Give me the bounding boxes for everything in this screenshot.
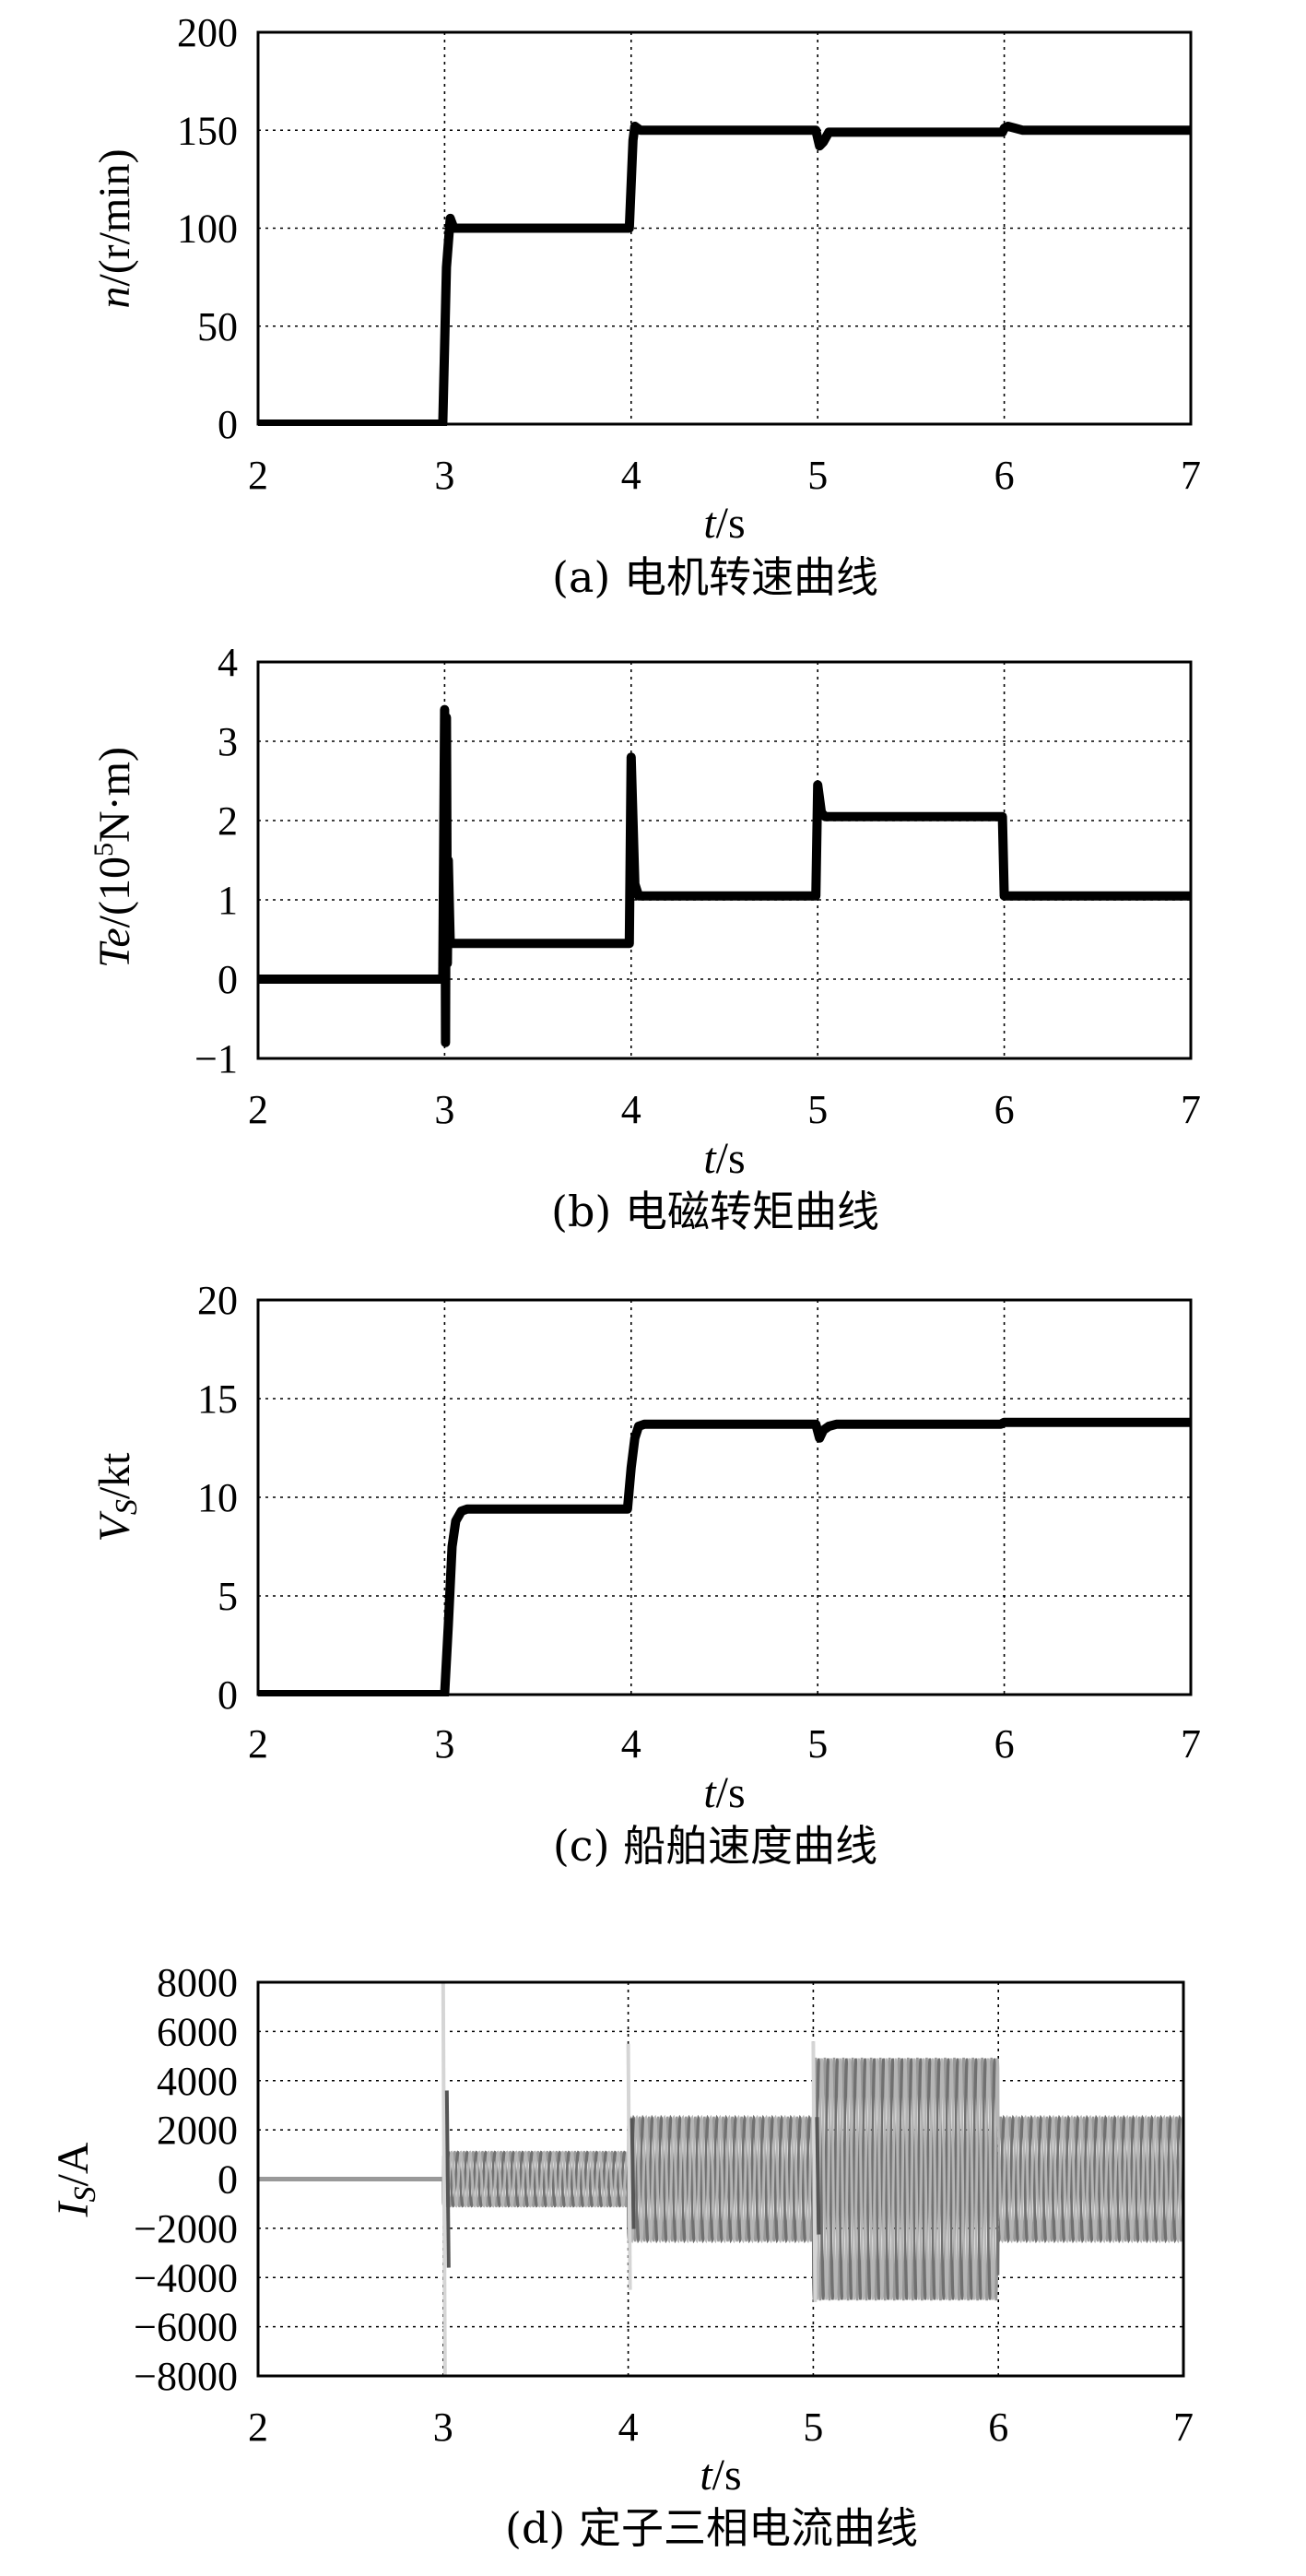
plot-area [258, 1417, 1191, 1696]
y-tick-label: 4000 [157, 2059, 238, 2104]
chart-caption: (b) 电磁转矩曲线 [551, 1187, 879, 1236]
x-tick-label: 3 [434, 1087, 454, 1132]
y-tick-label: −1 [194, 1036, 238, 1081]
x-tick-label: 5 [807, 453, 828, 498]
series-line [258, 122, 1191, 426]
x-tick-label: 7 [1173, 2405, 1194, 2450]
y-tick-label: 6000 [157, 2009, 238, 2054]
x-tick-label: 2 [248, 2405, 268, 2450]
y-tick-label: −8000 [134, 2354, 238, 2399]
plot-area [258, 122, 1191, 426]
y-axis-label: IS/A [49, 2142, 102, 2217]
y-tick-label: 0 [218, 1672, 238, 1718]
x-tick-label: 6 [994, 1087, 1015, 1132]
y-tick-label: 5 [218, 1574, 238, 1619]
x-tick-label: 5 [807, 1721, 828, 1767]
y-tick-label: −2000 [134, 2206, 238, 2251]
x-tick-label: 3 [433, 2405, 453, 2450]
plot-frame [256, 660, 1193, 1060]
chart-caption: (d) 定子三相电流曲线 [505, 2503, 918, 2553]
y-tick-label: 200 [177, 10, 238, 55]
y-tick-label: 3 [218, 719, 238, 764]
y-tick-label: 150 [177, 108, 238, 153]
plot-area [258, 1981, 1183, 2377]
x-tick-label: 7 [1181, 453, 1201, 498]
y-tick-label: 0 [218, 402, 238, 447]
transient-spike [629, 2118, 636, 2229]
chart-2: 2 3 4 5 6 7 −1 0 1 2 3 4 t/s Te/(105N·m) (b) 电磁转矩曲线 [88, 640, 1201, 1236]
x-tick-label: 2 [248, 1721, 268, 1767]
y-tick-label: 4 [218, 640, 238, 685]
x-tick-label: 7 [1181, 1087, 1201, 1132]
chart-3: 2 3 4 5 6 7 0 5 10 15 20 t/s VS/kt (c) 船舶速度曲线 [90, 1278, 1201, 1871]
transient-spike [815, 2117, 821, 2235]
x-tick-label: 2 [248, 453, 268, 498]
x-tick-label: 6 [994, 453, 1015, 498]
series-line [258, 704, 1191, 1047]
x-tick-label: 3 [434, 453, 454, 498]
y-axis-label: n/(r/min) [90, 148, 139, 308]
y-tick-label: 1 [218, 878, 238, 923]
x-axis-label: t/s [703, 1768, 745, 1817]
x-tick-label: 7 [1181, 1721, 1201, 1767]
transient-spike [811, 2041, 818, 2302]
y-tick-label: 15 [197, 1377, 238, 1422]
plot-frame [256, 1298, 1193, 1696]
series-line [258, 1417, 1191, 1696]
x-axis-label: t/s [703, 1134, 745, 1183]
plot-frame [256, 30, 1193, 426]
x-tick-label: 4 [621, 1721, 641, 1767]
y-tick-label: 100 [177, 207, 238, 252]
x-tick-label: 6 [988, 2405, 1008, 2450]
x-axis-label: t/s [700, 2451, 741, 2499]
x-tick-label: 6 [994, 1721, 1015, 1767]
x-tick-label: 2 [248, 1087, 268, 1132]
y-tick-label: 20 [197, 1278, 238, 1323]
y-axis-label: VS/kt [90, 1452, 144, 1542]
y-tick-label: −6000 [134, 2305, 238, 2350]
plot-area [258, 704, 1191, 1047]
x-tick-label: 4 [621, 453, 641, 498]
y-tick-label: 10 [197, 1475, 238, 1520]
chart-1: 2 3 4 5 6 7 0 50 100 150 200 t/s n/(r/min) (a) 电机转速曲线 [90, 10, 1201, 602]
y-tick-label: 0 [218, 957, 238, 1002]
y-tick-label: 50 [197, 304, 238, 349]
x-tick-label: 5 [803, 2405, 823, 2450]
chart-caption: (c) 船舶速度曲线 [553, 1821, 877, 1871]
x-tick-label: 3 [434, 1721, 454, 1767]
x-tick-label: 4 [618, 2405, 639, 2450]
y-tick-label: 0 [218, 2157, 238, 2203]
y-tick-label: 2 [218, 798, 238, 844]
x-tick-label: 4 [621, 1087, 641, 1132]
x-tick-label: 5 [807, 1087, 828, 1132]
y-tick-label: 2000 [157, 2108, 238, 2153]
x-axis-label: t/s [703, 499, 745, 548]
plot-frame [256, 1980, 1185, 2378]
chart-caption: (a) 电机转速曲线 [552, 552, 878, 602]
y-tick-label: −4000 [134, 2255, 238, 2300]
transient-spike [444, 2090, 451, 2268]
y-tick-label: 8000 [157, 1960, 238, 2005]
y-axis-label: Te/(105N·m) [88, 747, 139, 968]
transient-spike [441, 1981, 447, 2377]
transient-spike [626, 2043, 632, 2290]
